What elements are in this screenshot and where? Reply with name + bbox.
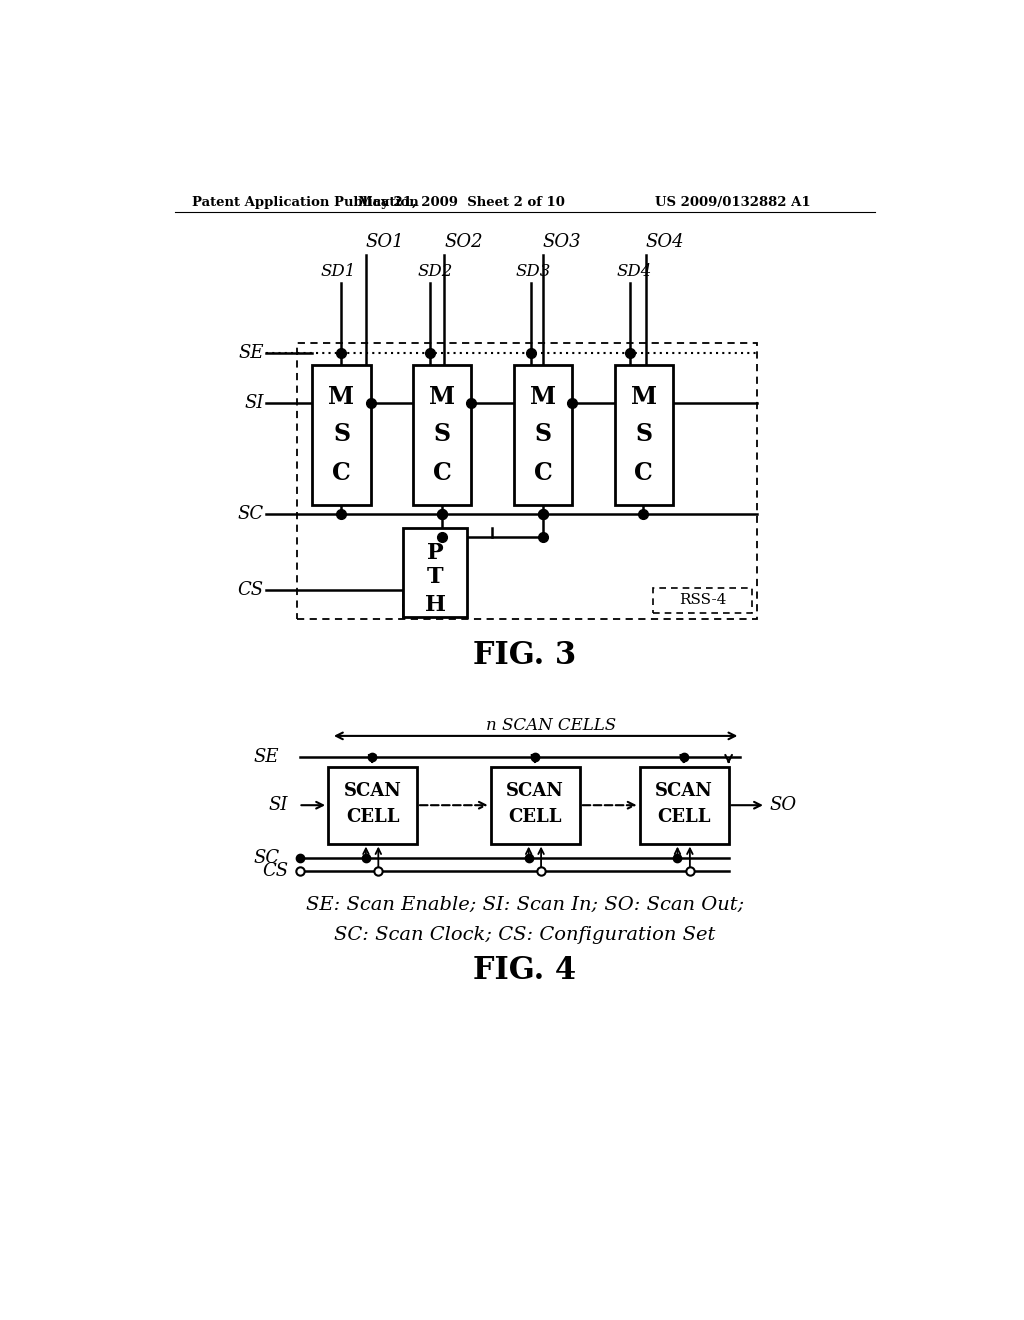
Text: n SCAN CELLS: n SCAN CELLS — [486, 717, 616, 734]
Text: CELL: CELL — [657, 808, 711, 826]
Text: SD3: SD3 — [515, 263, 551, 280]
Text: SI: SI — [244, 395, 263, 412]
Text: CELL: CELL — [509, 808, 562, 826]
Text: C: C — [534, 461, 552, 484]
Text: SI: SI — [269, 796, 289, 814]
Text: C: C — [433, 461, 452, 484]
Text: M: M — [631, 385, 656, 409]
Text: T: T — [427, 566, 443, 589]
Text: SD2: SD2 — [417, 263, 453, 280]
Bar — [653, 589, 752, 612]
Text: FIG. 3: FIG. 3 — [473, 640, 577, 671]
Text: M: M — [429, 385, 456, 409]
Text: SE: Scan Enable; SI: Scan In; SO: Scan Out;: SE: Scan Enable; SI: Scan In; SO: Scan O… — [306, 896, 743, 915]
Text: May 21, 2009  Sheet 2 of 10: May 21, 2009 Sheet 2 of 10 — [357, 195, 564, 209]
Text: SC: Scan Clock; CS: Configuration Set: SC: Scan Clock; CS: Configuration Set — [334, 925, 716, 944]
Text: H: H — [425, 594, 445, 616]
Bar — [640, 767, 729, 843]
Text: SD1: SD1 — [321, 263, 355, 280]
Bar — [490, 767, 580, 843]
Text: SO2: SO2 — [444, 232, 483, 251]
Text: SO4: SO4 — [646, 232, 684, 251]
Text: SO: SO — [770, 796, 797, 814]
Text: C: C — [332, 461, 351, 484]
Text: US 2009/0132882 A1: US 2009/0132882 A1 — [655, 195, 811, 209]
Text: SO1: SO1 — [366, 232, 404, 251]
Text: S: S — [333, 422, 350, 446]
Text: SCAN: SCAN — [506, 783, 564, 800]
Bar — [514, 364, 572, 506]
Text: C: C — [635, 461, 653, 484]
Text: S: S — [535, 422, 552, 446]
Bar — [614, 364, 673, 506]
Text: CELL: CELL — [346, 808, 399, 826]
Text: Patent Application Publication: Patent Application Publication — [191, 195, 418, 209]
Text: SC: SC — [253, 849, 280, 866]
Text: P: P — [427, 541, 443, 564]
Bar — [328, 767, 417, 843]
Text: SO3: SO3 — [543, 232, 582, 251]
Bar — [297, 343, 758, 619]
Text: SE: SE — [254, 748, 280, 767]
Text: S: S — [434, 422, 451, 446]
Text: CS: CS — [262, 862, 289, 879]
Text: M: M — [329, 385, 354, 409]
Text: SE: SE — [239, 345, 263, 362]
Text: SCAN: SCAN — [344, 783, 401, 800]
Text: SD4: SD4 — [616, 263, 651, 280]
Text: SC: SC — [238, 506, 263, 523]
Bar — [403, 528, 467, 616]
Text: SCAN: SCAN — [655, 783, 713, 800]
Text: M: M — [530, 385, 556, 409]
Bar — [312, 364, 371, 506]
Text: RSS-4: RSS-4 — [679, 594, 726, 607]
Text: S: S — [635, 422, 652, 446]
Bar — [414, 364, 471, 506]
Text: CS: CS — [238, 581, 263, 598]
Text: FIG. 4: FIG. 4 — [473, 956, 577, 986]
